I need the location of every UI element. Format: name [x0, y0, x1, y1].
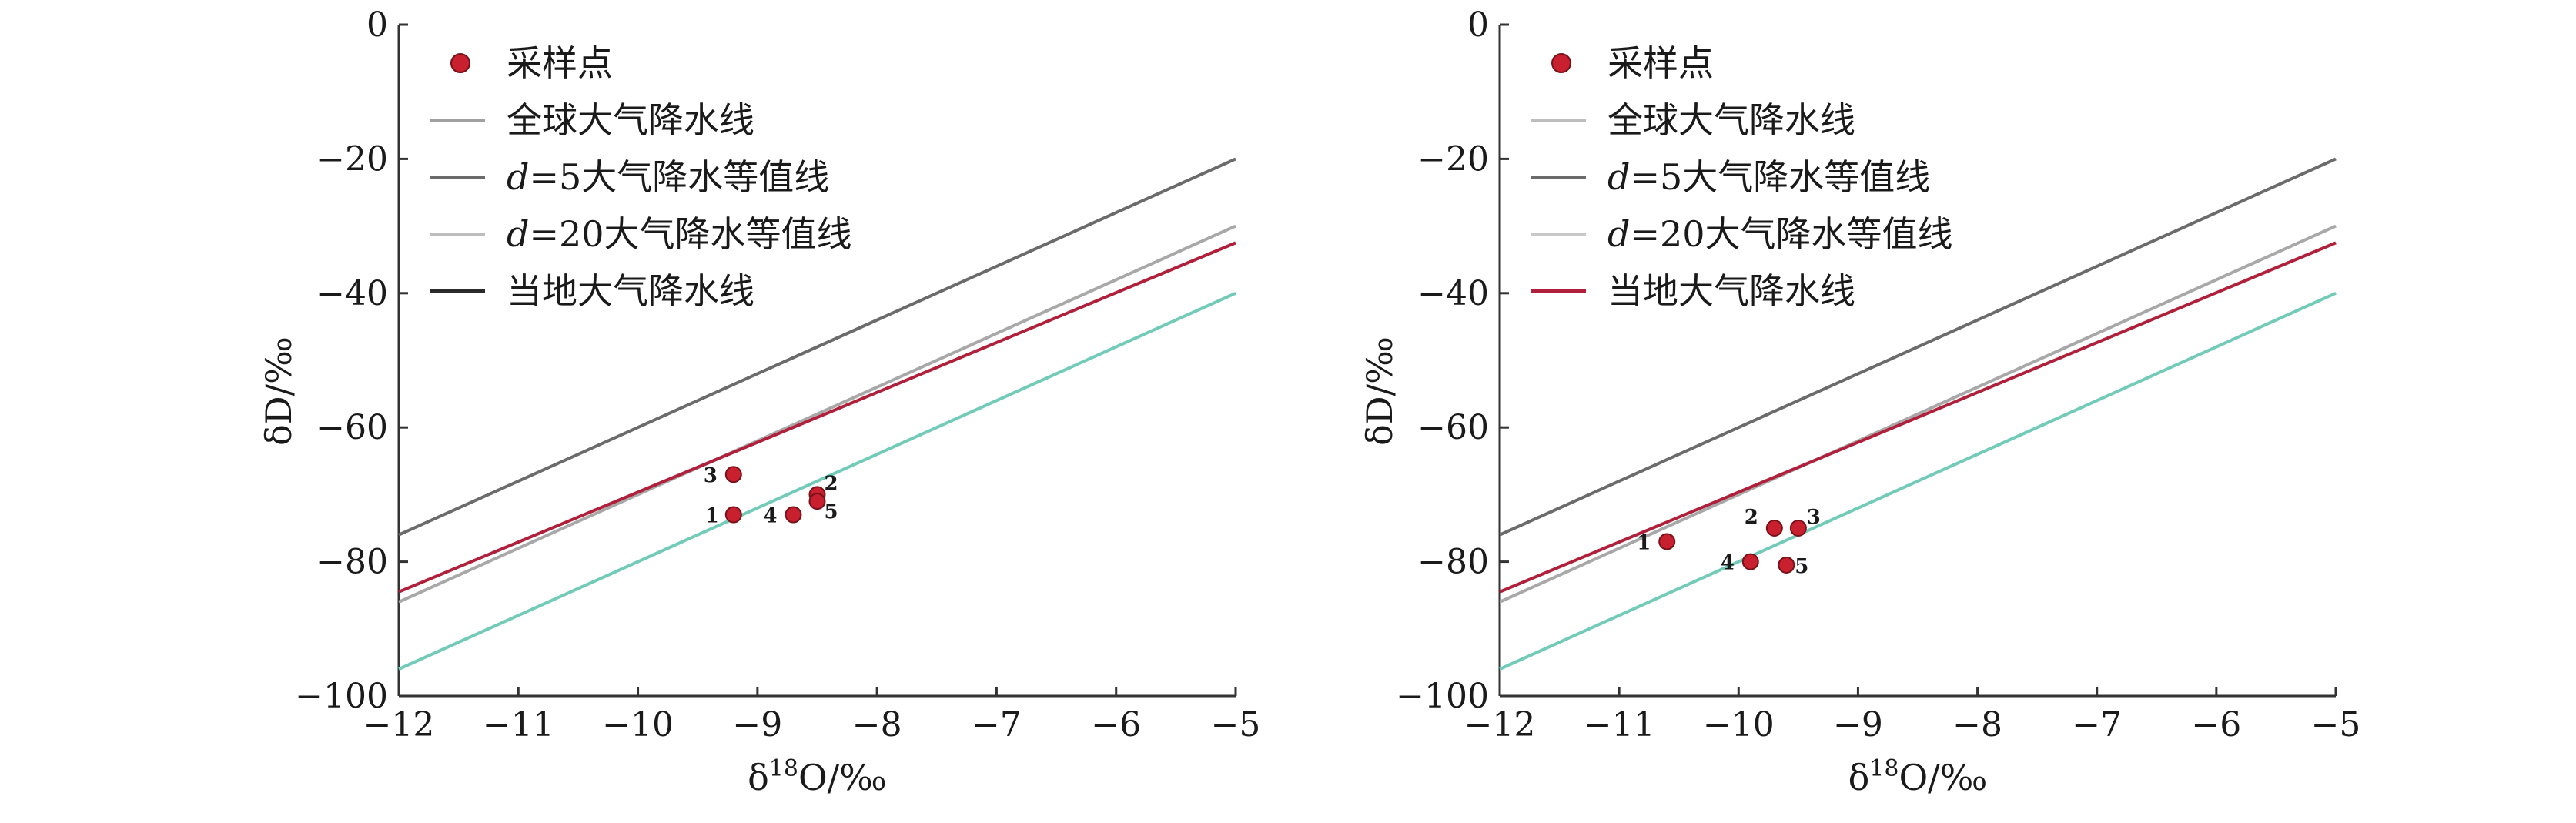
sample-point: [1741, 553, 1759, 570]
series-line-2: [398, 241, 1236, 594]
point-label: 2: [1745, 506, 1758, 529]
y-tick-label: −60: [316, 408, 388, 447]
point-label: 5: [1795, 555, 1808, 578]
legend-label: 当地大气降水线: [1607, 270, 1855, 312]
x-tick-label: −11: [1584, 705, 1655, 744]
sample-point: [724, 466, 742, 483]
y-tick-label: −100: [1396, 677, 1489, 716]
y-tick-label: 0: [1467, 5, 1489, 45]
point-label: 4: [763, 505, 777, 528]
sample-point: [808, 493, 826, 510]
x-tick-label: −10: [1703, 705, 1775, 744]
x-tick-label: −12: [363, 705, 435, 744]
y-axis-title: δD/‰: [1359, 336, 1400, 446]
legend-marker: [450, 53, 470, 73]
series-line-2: [1499, 241, 2337, 594]
y-axis-title: δD/‰: [258, 336, 299, 446]
right-chart: −12 −11 −10 −9 −8 −7 −6 −5 0 −20 −40 −60 −80 −100 δ18O…: [1359, 5, 2360, 798]
legend-marker: [1551, 53, 1571, 73]
sample-point: [724, 506, 742, 524]
x-tick-label: −11: [483, 705, 554, 744]
legend-label: 当地大气降水线: [507, 270, 754, 312]
legend-label: d=5大气降水等值线: [507, 156, 829, 198]
x-tick-label: −6: [1091, 705, 1141, 744]
point-label: 3: [1807, 506, 1821, 529]
series-line-1: [1499, 224, 2337, 604]
legend-label: 采样点: [507, 42, 613, 84]
left-chart: −12 −11 −10 −9 −8 −7 −6 −5 0 −20 −40 −60 −80 −100 δ18O…: [258, 5, 1260, 798]
x-tick-label: −12: [1464, 705, 1536, 744]
y-tick-label: 0: [366, 5, 388, 45]
series-line-3: [398, 291, 1236, 671]
legend-label: 全球大气降水线: [1607, 99, 1855, 141]
y-tick-label: −80: [316, 543, 388, 582]
x-tick-label: −6: [2191, 705, 2241, 744]
x-tick-label: −5: [1211, 705, 1261, 744]
x-tick-label: −7: [972, 705, 1022, 744]
x-tick-label: −10: [602, 705, 674, 744]
series-line-0: [398, 157, 1236, 537]
x-tick-label: −8: [852, 705, 902, 744]
series-line-0: [1499, 157, 2337, 537]
series-line-1: [398, 224, 1236, 604]
sample-point: [1789, 520, 1807, 537]
x-tick-label: −5: [2311, 705, 2361, 744]
series-line-3: [1499, 291, 2337, 671]
y-tick-label: −100: [295, 677, 388, 716]
legend-label: 采样点: [1607, 42, 1714, 84]
y-tick-label: −40: [316, 274, 388, 313]
point-label: 5: [824, 500, 838, 524]
legend-label: d=20大气降水等值线: [507, 213, 852, 255]
sample-point: [785, 506, 802, 524]
point-label: 2: [824, 472, 838, 495]
sample-point: [1658, 533, 1676, 550]
sample-point: [1778, 556, 1795, 574]
x-axis-title: δ18O/‰: [1848, 755, 1988, 798]
point-label: 1: [705, 505, 719, 528]
y-tick-label: −20: [316, 139, 388, 179]
legend-label: d=5大气降水等值线: [1607, 156, 1930, 198]
point-label: 3: [704, 464, 718, 487]
y-tick-label: −60: [1417, 408, 1489, 447]
x-axis-title: δ18O/‰: [748, 755, 887, 798]
y-tick-label: −20: [1417, 139, 1489, 179]
x-tick-label: −7: [2072, 705, 2122, 744]
point-label: 1: [1637, 531, 1651, 554]
x-tick-label: −9: [1833, 705, 1883, 744]
legend-label: 全球大气降水线: [507, 99, 754, 141]
x-tick-label: −9: [732, 705, 782, 744]
legend-label: d=20大气降水等值线: [1607, 213, 1953, 255]
y-tick-label: −40: [1417, 274, 1489, 313]
point-label: 4: [1721, 552, 1735, 575]
y-tick-label: −80: [1417, 543, 1489, 582]
sample-point: [1765, 520, 1783, 537]
x-tick-label: −8: [1952, 705, 2002, 744]
